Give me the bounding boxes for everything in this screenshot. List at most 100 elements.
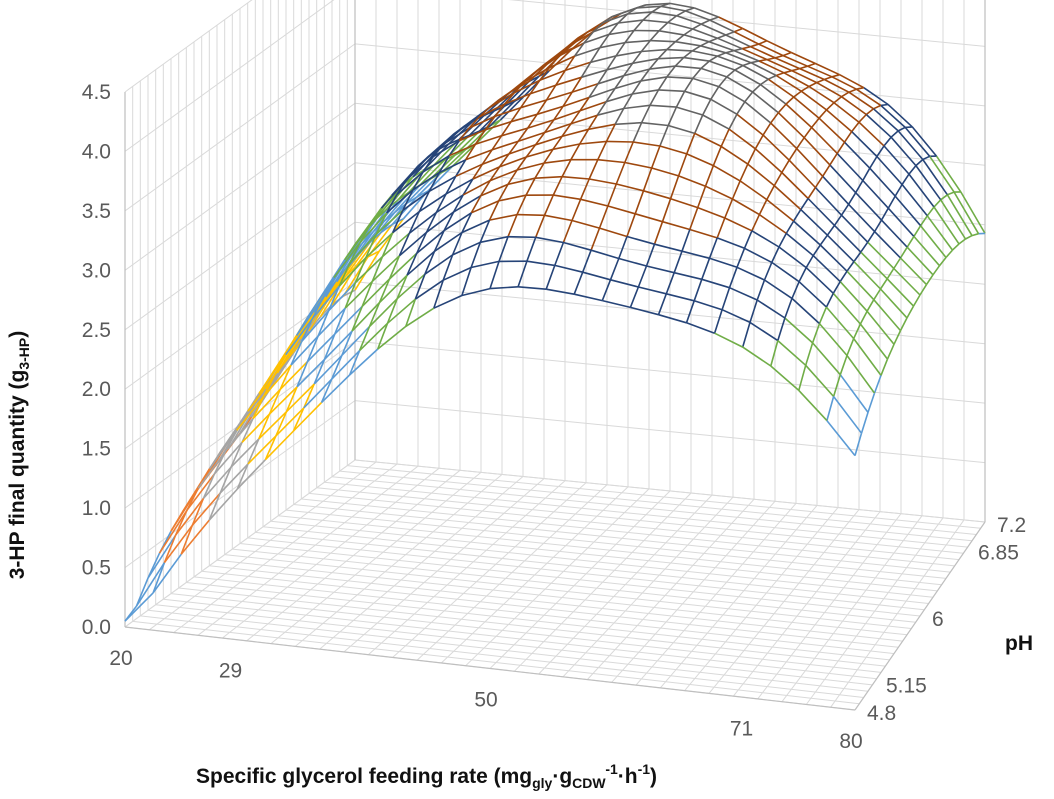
floor-grid-line [660,506,817,688]
surface-mesh-line [867,300,874,312]
surface-mesh-line [891,131,898,137]
surface-mesh-line [757,280,764,300]
surface-mesh-line [589,179,616,184]
surface-mesh-line [352,306,362,331]
surface-mesh-line [866,115,891,138]
surface-mesh-line [743,347,771,366]
surface-mesh-line [868,393,875,412]
surface-mesh-line [847,339,854,356]
surface-mesh-line [914,226,921,237]
surface-mesh-line [583,272,611,280]
surface-mesh-line [740,181,767,200]
surface-mesh-line [713,166,740,181]
surface-mesh-line [862,412,869,433]
surface-mesh-line [325,334,335,359]
surface-mesh-line [884,146,909,174]
z-tick-label: 1.0 [82,497,111,520]
surface-mesh-line [571,144,580,160]
surface-mesh-line [581,199,608,206]
floor-grid-line [347,466,980,529]
surface-mesh-line [480,237,508,243]
surface-mesh-line [709,38,717,42]
surface-mesh-line [959,239,966,244]
surface-mesh-line [722,310,750,323]
surface-mesh-line [785,298,792,318]
surface-mesh-line [490,215,518,221]
surface-mesh-line [786,221,793,233]
surface-mesh-line [827,103,835,110]
surface-mesh-line [630,287,638,307]
surface-mesh-line [499,195,526,201]
surface-mesh-line [752,215,760,231]
surface-mesh-line [703,115,729,129]
surface-mesh-line [894,269,920,296]
surface-mesh-line [679,154,687,176]
surface-mesh-line [650,31,659,41]
surface-mesh-line [635,191,643,214]
surface-mesh-line [901,247,908,258]
surface-mesh-line [745,102,771,123]
surface-mesh-line [499,237,508,262]
surface-mesh-line [860,311,867,324]
surface-mesh-line [675,35,684,42]
surface-mesh-line [553,195,580,199]
surface-mesh-line [882,208,889,220]
surface-mesh-line [322,375,350,403]
surface-mesh-line [907,247,933,275]
surface-mesh-line [901,258,927,285]
surface-mesh-line [591,250,619,258]
surface-mesh-line [698,208,725,218]
surface-mesh-line [812,118,820,127]
surface-mesh-line [751,63,776,76]
surface-mesh-line [914,295,921,306]
surface-mesh-line [735,66,743,71]
surface-mesh-line [743,322,750,347]
surface-mesh-line [663,222,690,230]
surface-mesh-line [767,200,794,222]
surface-mesh-line [650,90,659,105]
surface-mesh-line [820,307,827,324]
surface-mesh-line [874,289,881,300]
surface-mesh-line [638,266,646,287]
surface-mesh-line [834,375,841,397]
surface-mesh-line [737,248,745,267]
surface-mesh-line [786,233,813,255]
surface-mesh-line [725,199,733,218]
surface-mesh-line [694,301,722,310]
surface-mesh-line [833,282,840,294]
surface-mesh-line [881,289,908,318]
surface-mesh-line [972,234,979,236]
surface-mesh-line [591,228,599,250]
surface-mesh-line [181,520,209,554]
surface-mesh-line [611,280,639,287]
surface-mesh-line [220,467,231,493]
surface-mesh-line [855,433,862,455]
surface-mesh-line [819,110,826,118]
surface-mesh-line [701,61,709,68]
y-tick-label: 6.85 [978,541,1019,564]
surface-mesh-line [574,272,583,294]
surface-mesh-line [619,259,647,267]
surface-mesh-line [675,66,701,68]
surface-mesh-line [675,58,683,67]
surface-mesh-line [902,185,927,216]
surface-mesh-line [767,186,775,200]
surface-mesh-line [517,215,545,216]
surface-mesh-line [755,149,781,173]
surface-mesh-line [641,77,667,81]
surface-mesh-line [652,146,660,168]
surface-mesh-line [854,252,861,262]
surface-mesh-line [765,262,772,280]
surface-mesh-line [933,266,940,275]
surface-mesh-line [946,250,953,257]
z-tick-label: 4.0 [82,140,111,163]
surface-mesh-line [719,87,745,102]
surface-mesh-line [815,176,822,187]
surface-mesh-line [598,160,625,163]
surface-mesh-line [625,41,650,43]
surface-mesh-line [806,365,834,396]
surface-mesh-line [677,11,686,16]
surface-mesh-line [856,88,863,90]
surface-mesh-line [717,38,742,49]
y-tick-label: 7.2 [997,514,1026,537]
